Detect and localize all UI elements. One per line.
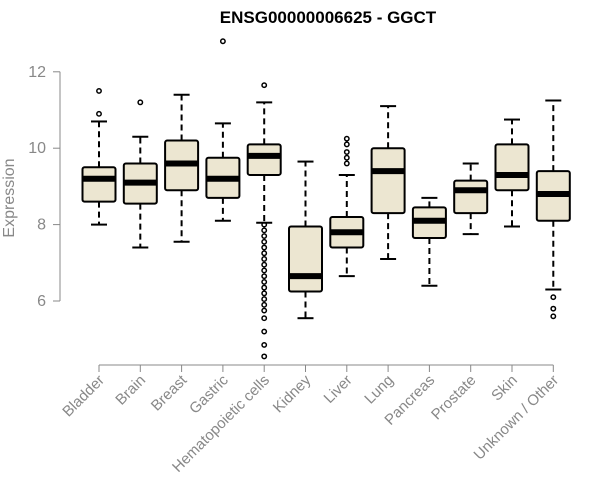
outlier-point (261, 315, 268, 322)
outlier-point (96, 87, 102, 94)
outlier-point (261, 353, 268, 360)
outlier-point (550, 294, 557, 301)
outlier-point (261, 256, 268, 262)
outlier-point (261, 278, 268, 285)
box-skin (494, 118, 530, 228)
x-tick-label: Skin (488, 372, 521, 405)
outlier-point (261, 301, 268, 308)
outlier-point (261, 296, 268, 303)
outlier-point (261, 307, 268, 314)
box-iqr (81, 166, 117, 203)
outlier-point (261, 221, 268, 228)
chart-title: ENSG00000006625 - GGCT (220, 8, 437, 27)
box-iqr (494, 143, 530, 192)
x-tick-label: Brain (112, 372, 149, 409)
outlier-point (343, 160, 350, 167)
box-iqr (246, 143, 282, 176)
box-lung (370, 105, 406, 260)
outlier-point (343, 141, 350, 148)
box-unknown-other (535, 99, 571, 320)
box-bladder (81, 87, 117, 226)
outlier-point (261, 290, 268, 297)
y-tick-label: 10 (28, 140, 46, 157)
x-tick-label: Prostate (428, 372, 480, 424)
box-kidney (288, 160, 323, 320)
outlier-point (261, 261, 268, 268)
outlier-point (550, 313, 557, 320)
y-tick-label: 8 (37, 217, 46, 234)
outlier-point (261, 238, 268, 245)
box-prostate (453, 162, 489, 236)
outlier-point (261, 273, 268, 280)
x-tick-label: Bladder (59, 372, 108, 421)
outlier-point (137, 99, 144, 106)
x-tick-label: Lung (361, 372, 397, 408)
box-iqr (453, 179, 489, 215)
outlier-point (343, 149, 350, 155)
outlier-point (261, 244, 268, 251)
outlier-point (261, 227, 268, 234)
x-tick-label: Breast (148, 371, 191, 414)
outlier-point (261, 341, 268, 348)
x-tick-label: Kidney (270, 371, 315, 416)
box-pancreas (411, 196, 447, 287)
box-hematopoietic-cells (246, 82, 282, 360)
outlier-point (219, 38, 226, 45)
boxes-group (81, 38, 571, 360)
outlier-point (261, 328, 268, 335)
box-brain (122, 99, 158, 249)
box-liver (329, 135, 365, 278)
y-axis: 6 8 10 12 (28, 64, 61, 310)
outlier-point (550, 305, 557, 312)
box-breast (164, 93, 200, 243)
y-tick-label: 6 (37, 293, 46, 310)
outlier-point (343, 135, 350, 142)
y-axis-label: Expression (1, 158, 18, 237)
outlier-point (343, 154, 350, 161)
outlier-point (261, 233, 268, 240)
x-tick-label: Liver (321, 372, 356, 407)
outlier-point (261, 82, 268, 89)
outlier-point (261, 250, 268, 257)
outlier-point (261, 284, 268, 291)
box-iqr (288, 225, 323, 293)
outlier-point (261, 267, 268, 274)
y-tick-label: 12 (28, 64, 46, 81)
box-iqr (370, 147, 406, 215)
outlier-point (96, 110, 102, 117)
box-gastric (205, 38, 241, 222)
